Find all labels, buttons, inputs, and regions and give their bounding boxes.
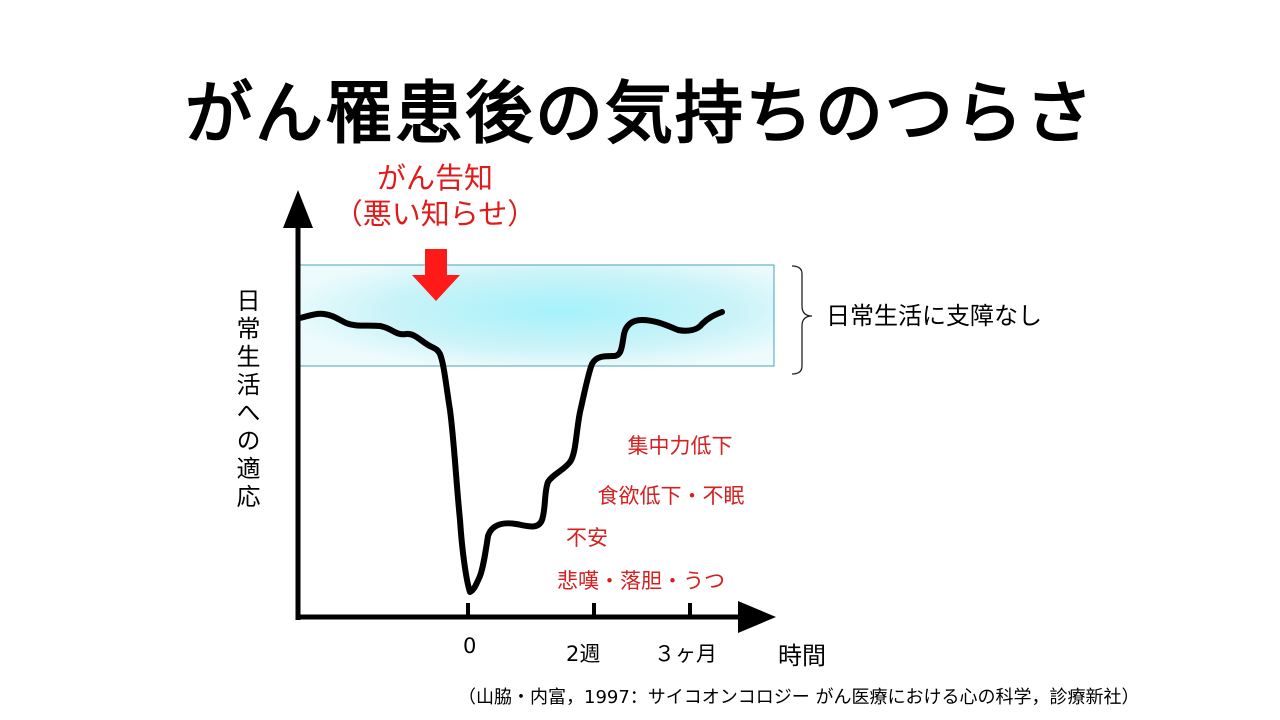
- normal-range-band: [299, 264, 775, 367]
- x-tick-label-2-weeks: 2週: [566, 642, 601, 666]
- x-axis-label: 時間: [778, 642, 826, 670]
- x-tick-label-0: 0: [463, 634, 477, 658]
- normal-range-bracket: [791, 265, 813, 375]
- symptom-appetite-insomnia: 食欲低下・不眠: [597, 484, 745, 508]
- symptom-concentration: 集中力低下: [627, 434, 733, 458]
- y-axis-label: 日常生活への適応: [232, 288, 260, 512]
- red-down-arrow-icon: [412, 249, 460, 301]
- y-axis: [283, 190, 313, 620]
- notice-line-2: （悪い知らせ）: [333, 197, 537, 231]
- x-axis: [296, 601, 776, 633]
- notice-line-1: がん告知: [376, 161, 493, 195]
- normal-range-label: 日常生活に支障なし: [826, 302, 1042, 330]
- slide-title: がん罹患後の気持ちのつらさ: [184, 75, 1095, 154]
- citation: （山脇・内富，1997：サイコオンコロジー がん医療における心の科学，診療新社）: [458, 687, 1140, 708]
- x-tick-label-3-months: ３ヶ月: [654, 642, 717, 666]
- adaptation-curve: [297, 309, 725, 595]
- symptom-anxiety: 不安: [566, 526, 608, 550]
- symptom-grief-depression: 悲嘆・落胆・うつ: [557, 569, 725, 593]
- cancer-notice-label: がん告知 （悪い知らせ）: [300, 160, 570, 232]
